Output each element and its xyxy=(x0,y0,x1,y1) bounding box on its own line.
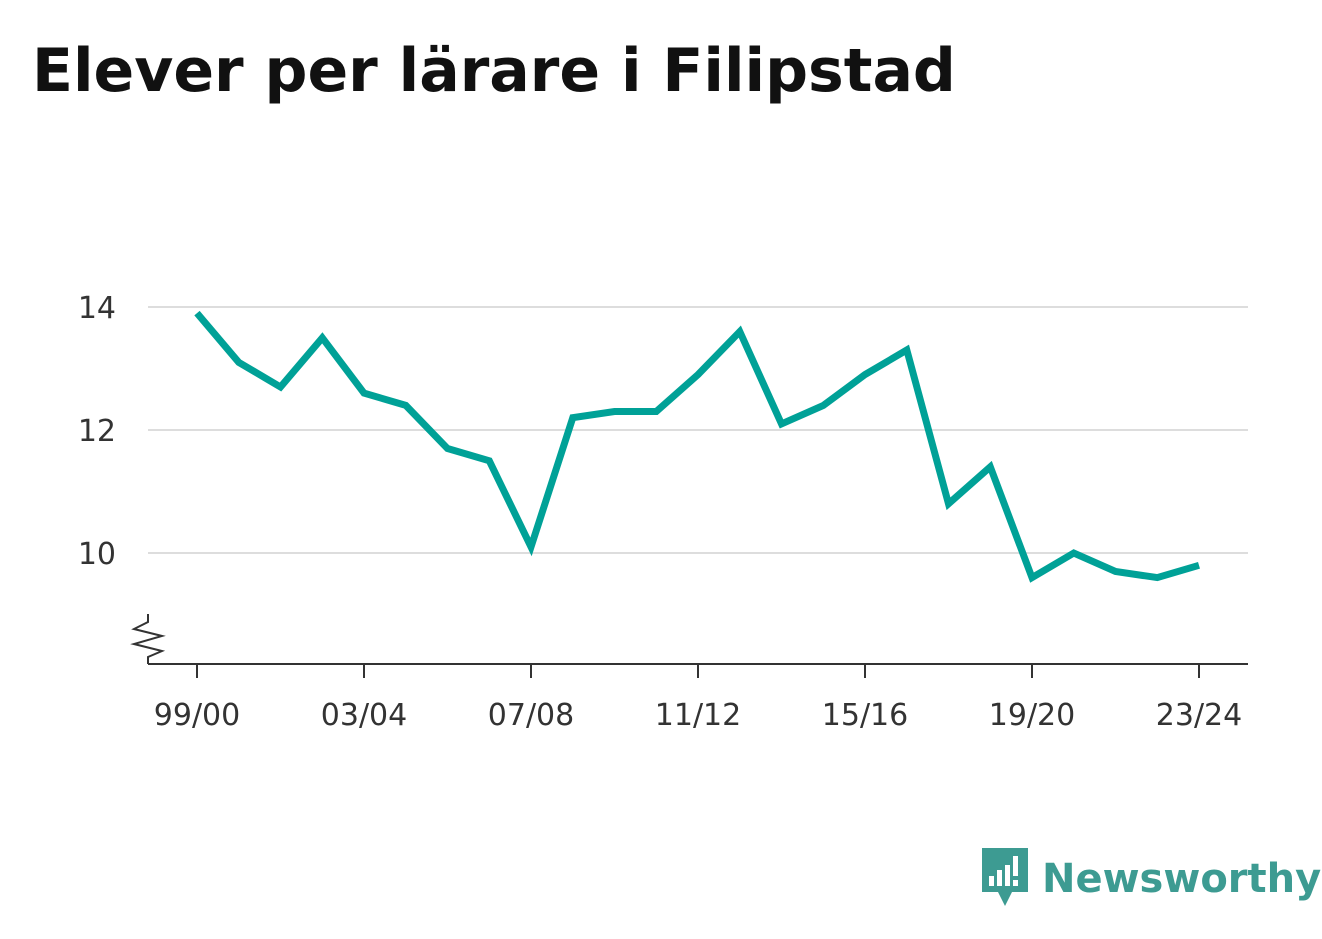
y-axis-labels: 10 12 14 xyxy=(78,291,116,572)
x-tick-label-03-04: 03/04 xyxy=(321,698,407,733)
x-tick-label-15-16: 15/16 xyxy=(822,698,908,733)
y-tick-label-14: 14 xyxy=(78,291,116,326)
x-tick-label-99-00: 99/00 xyxy=(154,698,240,733)
brand-name: Newsworthy xyxy=(1042,856,1322,902)
series-lines xyxy=(194,310,1200,583)
x-tick-label-11-12: 11/12 xyxy=(655,698,741,733)
gridlines xyxy=(148,306,1248,554)
newsworthy-logo: Newsworthy xyxy=(980,848,1321,910)
x-axis xyxy=(130,614,1248,678)
axis-break-icon xyxy=(130,614,166,664)
x-tick-label-19-20: 19/20 xyxy=(989,698,1075,733)
x-tick-label-07-08: 07/08 xyxy=(488,698,574,733)
newsworthy-bar-chart-icon xyxy=(982,848,1028,906)
y-tick-label-10: 10 xyxy=(78,537,116,572)
x-axis-labels: 99/00 03/04 07/08 11/12 15/16 19/20 23/24 xyxy=(154,698,1242,733)
x-tick-label-23-24: 23/24 xyxy=(1156,698,1242,733)
chart-title: Elever per lärare i Filipstad xyxy=(32,36,956,106)
y-tick-label-12: 12 xyxy=(78,414,116,449)
series-line-0 xyxy=(194,310,1200,583)
